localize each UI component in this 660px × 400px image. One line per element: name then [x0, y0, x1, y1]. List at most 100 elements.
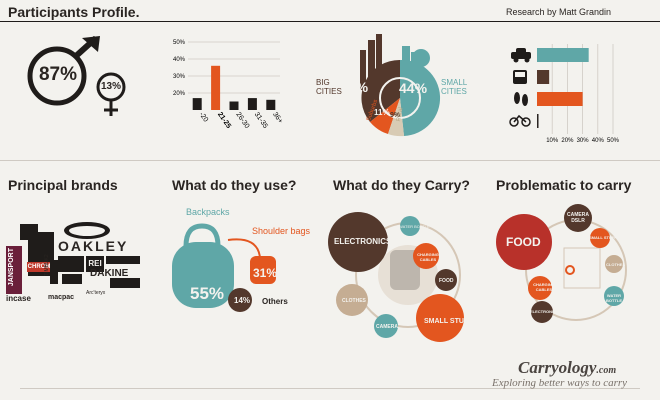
small-stuff-bubble-small: [590, 228, 610, 248]
small-cities-pct: 44%: [399, 80, 428, 96]
suburbs-pct: 11%: [374, 108, 390, 117]
transport-bar: [537, 70, 550, 84]
shoulder-strap: [227, 238, 261, 259]
carry-chart: [328, 212, 464, 342]
electronics-bubble: [328, 212, 388, 272]
age-ytick-label: 20%: [173, 91, 186, 97]
age-category-label: 21-25: [216, 111, 232, 130]
small-cities-label: SMALL CITIES: [441, 78, 467, 96]
use-chart: [172, 223, 276, 312]
brand-chrome: CHROME: [27, 262, 55, 272]
shoulder-pct: 31%: [253, 266, 278, 280]
brand-arcteryx: Arc'teryx: [86, 290, 106, 296]
water-bottle-bubble-small: [604, 286, 624, 306]
brand-oakley: OAKLEY: [58, 238, 129, 254]
problematic-camera: CAMERA DSLR: [567, 212, 589, 224]
section-divider: [0, 160, 660, 161]
age-bar: [211, 65, 221, 110]
rural-pct: 9%: [390, 112, 401, 119]
small-stuff-bubble: [416, 294, 464, 342]
carry-camera: CAMERA: [376, 324, 398, 330]
bus-icon: [513, 70, 527, 84]
use-title: What do they use?: [172, 177, 297, 193]
brands-collage: CHROME JANSPORT OAKLEY REI DAKINE TIMBUK…: [6, 222, 142, 304]
backpack-handle: [183, 223, 221, 247]
footer-brand: Carryology.com: [518, 358, 616, 378]
suburbs-slice: [370, 98, 400, 134]
electronics-bubble-small: [531, 301, 553, 323]
problematic-food: FOOD: [506, 235, 541, 249]
backpack-shape: [172, 242, 234, 308]
backpacks-label: Backpacks: [186, 207, 230, 217]
footer-brand-name: Carryology: [518, 358, 597, 377]
car-icon: [511, 48, 531, 63]
carry-small-stuff: SMALL STUFF: [424, 318, 473, 325]
problematic-chart: [496, 204, 627, 323]
problematic-water: WATER BOTTLE: [606, 293, 622, 303]
age-ytick-label: 30%: [173, 74, 186, 80]
transport-xtick-label: 50%: [607, 138, 620, 144]
carry-charging-cables: CHARGING CABLES: [417, 252, 439, 262]
brand-timbuk2: TIMBUK2: [44, 254, 50, 276]
walk-icon: [514, 92, 528, 106]
brand-rei: REI: [86, 256, 104, 272]
male-percent: 87%: [38, 64, 78, 85]
charging-cables-bubble-small: [528, 276, 552, 300]
transport-xtick-label: 40%: [592, 138, 605, 144]
gender-graphic: [27, 36, 126, 116]
age-ytick-label: 40%: [173, 57, 186, 63]
age-category-label: 31-35: [253, 111, 269, 130]
transport-xtick-label: 10%: [546, 138, 559, 144]
shoulder-label: Shoulder bags: [252, 226, 311, 236]
big-cities-pct: 33%: [340, 79, 369, 95]
brands-title: Principal brands: [8, 177, 118, 193]
age-bar: [229, 101, 239, 110]
brand-macpac: macpac: [48, 294, 75, 301]
female-percent: 13%: [100, 81, 121, 92]
carry-food: FOOD: [439, 278, 454, 284]
food-bubble-red: [496, 214, 552, 270]
brand-dakine: DAKINE: [90, 268, 129, 279]
male-arrow-head: [82, 36, 100, 52]
age-category-label: -20: [198, 111, 210, 123]
problematic-clothes: CLOTHES: [606, 262, 626, 267]
carry-clothes: CLOTHES: [342, 298, 366, 304]
age-bar: [192, 98, 202, 110]
camera-bubble: [374, 314, 398, 338]
transport-bar: [537, 114, 539, 128]
brand-incase: incase: [6, 294, 31, 303]
bike-icon: [509, 114, 531, 127]
food-bubble: [435, 269, 457, 291]
clothes-bubble: [336, 284, 368, 316]
transport-xtick-label: 20%: [561, 138, 574, 144]
transport-bar: [537, 48, 589, 62]
shoulder-bag-shape: [250, 256, 276, 284]
others-label: Others: [262, 297, 288, 306]
carry-water-bottle: WATER BOTTLE: [399, 224, 430, 229]
transport-xtick-label: 30%: [577, 138, 590, 144]
age-bar: [266, 99, 276, 110]
pie-inner-ring: [379, 77, 421, 119]
carry-title: What do they Carry?: [333, 177, 470, 193]
credit-text: Research by Matt Grandin: [506, 7, 612, 17]
transport-bar: [537, 92, 583, 106]
city-skyline: [360, 34, 382, 90]
age-chart: 50% 40% 30% 20% -20 21-25 26-30 31-35 36+: [173, 40, 284, 130]
big-cities-label: BIG CITIES: [316, 78, 342, 96]
problematic-electronics: ELECTRONICS: [530, 309, 559, 314]
camera-dslr-bubble: [564, 204, 592, 232]
page-title: Participants Profile.: [8, 4, 140, 20]
water-bottle-bubble: [400, 216, 420, 236]
carry-electronics: ELECTRONICS: [334, 237, 392, 246]
footer-tagline: Exploring better ways to carry: [492, 377, 628, 389]
transport-chart: 10% 20% 30% 40% 50%: [509, 44, 620, 144]
problematic-center-mark: [565, 265, 575, 275]
problematic-small-stuff: SMALL STUFF: [589, 235, 617, 240]
charging-cables-bubble: [413, 243, 439, 269]
header-rule: [0, 21, 660, 22]
problematic-charging: CHARGING CABLES: [533, 282, 555, 292]
problematic-title: Problematic to carry: [496, 177, 632, 193]
age-category-label: 26-30: [234, 111, 250, 130]
others-pct: 14%: [234, 296, 251, 305]
age-category-label: 36+: [271, 111, 284, 125]
